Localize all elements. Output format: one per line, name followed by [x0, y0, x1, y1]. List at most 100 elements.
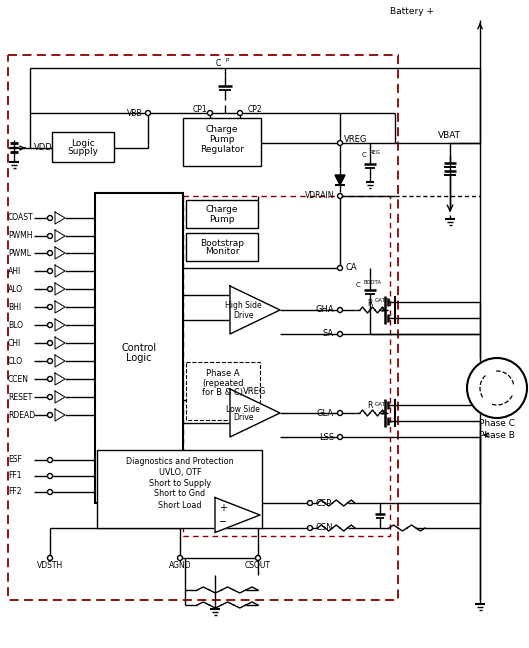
Circle shape: [48, 413, 52, 417]
Text: for B & C): for B & C): [203, 389, 243, 397]
Circle shape: [207, 111, 213, 115]
Text: CSOUT: CSOUT: [245, 561, 271, 570]
Text: Phase B: Phase B: [479, 430, 515, 439]
Text: Phase A: Phase A: [206, 369, 240, 378]
Text: BOOTA: BOOTA: [364, 281, 382, 286]
Polygon shape: [55, 301, 65, 313]
Circle shape: [338, 266, 342, 270]
Circle shape: [48, 555, 52, 561]
Text: Monitor: Monitor: [205, 248, 239, 257]
Circle shape: [467, 358, 527, 418]
Text: Drive: Drive: [233, 413, 253, 422]
Polygon shape: [215, 498, 260, 533]
Text: RESET: RESET: [8, 393, 32, 402]
Text: SA: SA: [323, 329, 334, 338]
Text: UVLO, OTF: UVLO, OTF: [159, 467, 201, 476]
Text: Pump: Pump: [209, 135, 235, 145]
Circle shape: [178, 555, 183, 561]
Bar: [97, 450, 262, 528]
Circle shape: [338, 332, 342, 336]
Circle shape: [48, 251, 52, 255]
Circle shape: [48, 474, 52, 478]
Circle shape: [48, 305, 52, 310]
Bar: [52, 132, 114, 162]
Circle shape: [256, 555, 260, 561]
Text: Short to Gnd: Short to Gnd: [154, 489, 206, 498]
Text: Regulator: Regulator: [200, 146, 244, 154]
Polygon shape: [55, 283, 65, 295]
Circle shape: [48, 376, 52, 382]
Polygon shape: [230, 286, 280, 334]
Text: Logic: Logic: [71, 139, 95, 148]
Circle shape: [48, 286, 52, 292]
Text: Control: Control: [122, 343, 157, 353]
Text: CCEN: CCEN: [8, 375, 29, 384]
Text: PWML: PWML: [8, 248, 31, 257]
Bar: [186, 233, 258, 261]
Text: VDSTH: VDSTH: [37, 561, 63, 570]
Text: Short to Supply: Short to Supply: [149, 478, 211, 487]
Polygon shape: [335, 175, 345, 185]
Text: CP2: CP2: [248, 104, 262, 113]
Text: Low Side: Low Side: [226, 404, 260, 413]
Text: GLA: GLA: [317, 408, 334, 417]
Text: ALO: ALO: [8, 284, 23, 294]
Circle shape: [48, 489, 52, 494]
Bar: [186, 362, 260, 420]
Text: VDRAIN: VDRAIN: [305, 192, 334, 200]
Circle shape: [48, 323, 52, 327]
Text: High Side: High Side: [225, 301, 261, 310]
Circle shape: [48, 395, 52, 400]
Bar: [186, 200, 258, 228]
Text: CSP: CSP: [315, 498, 331, 507]
Circle shape: [48, 340, 52, 345]
Circle shape: [48, 457, 52, 463]
Text: BLO: BLO: [8, 321, 23, 329]
Text: VREG: VREG: [344, 135, 367, 145]
Text: −: −: [219, 517, 227, 527]
Circle shape: [48, 358, 52, 364]
Polygon shape: [55, 337, 65, 349]
Text: GATE: GATE: [375, 402, 389, 406]
Circle shape: [338, 194, 342, 198]
Text: (repeated: (repeated: [202, 380, 244, 389]
Text: CSN: CSN: [315, 524, 333, 533]
Text: VBB: VBB: [126, 108, 142, 117]
Text: COAST: COAST: [8, 213, 34, 222]
Text: FF1: FF1: [8, 472, 22, 481]
Text: R: R: [367, 402, 373, 410]
Text: REG: REG: [370, 150, 381, 156]
Text: ESF: ESF: [8, 456, 22, 465]
Circle shape: [238, 111, 242, 115]
Text: CLO: CLO: [8, 356, 23, 365]
Circle shape: [145, 111, 150, 115]
Text: C: C: [361, 152, 366, 158]
Bar: [95, 193, 183, 503]
Polygon shape: [55, 319, 65, 331]
Text: VDD: VDD: [34, 143, 53, 152]
Text: GHA: GHA: [315, 305, 334, 314]
Polygon shape: [55, 265, 65, 277]
Circle shape: [338, 410, 342, 415]
Text: Bootstrap: Bootstrap: [200, 238, 244, 248]
Text: Charge: Charge: [206, 205, 238, 214]
Circle shape: [338, 308, 342, 312]
Polygon shape: [55, 247, 65, 259]
Text: RDEAD: RDEAD: [8, 410, 35, 419]
Text: Short Load: Short Load: [158, 500, 202, 509]
Text: C: C: [355, 282, 360, 288]
Text: Diagnostics and Protection: Diagnostics and Protection: [126, 456, 234, 465]
Text: P: P: [225, 58, 228, 64]
Polygon shape: [55, 230, 65, 242]
Text: +: +: [219, 503, 227, 513]
Text: R: R: [367, 299, 373, 308]
Text: Supply: Supply: [68, 148, 98, 157]
Text: C: C: [216, 58, 221, 67]
Circle shape: [48, 233, 52, 238]
Polygon shape: [55, 212, 65, 224]
Polygon shape: [230, 389, 280, 437]
Text: Pump: Pump: [209, 214, 235, 224]
Polygon shape: [55, 409, 65, 421]
Polygon shape: [55, 355, 65, 367]
Text: PWMH: PWMH: [8, 231, 32, 240]
